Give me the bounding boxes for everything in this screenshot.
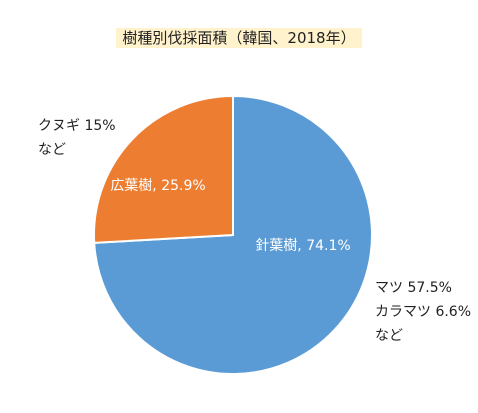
slice-data-label-1: 広葉樹, 25.9% bbox=[110, 178, 205, 194]
annotation-line: など bbox=[38, 142, 66, 158]
annotation-line: など bbox=[375, 328, 403, 344]
annotation-line: カラマツ 6.6% bbox=[375, 304, 472, 320]
slice-data-label-0: 針葉樹, 74.1% bbox=[255, 238, 350, 254]
conifer-annotation: マツ 57.5% カラマツ 6.6% など bbox=[375, 276, 471, 348]
annotation-line: マツ 57.5% bbox=[375, 280, 452, 296]
broadleaf-annotation: クヌギ 15% など bbox=[38, 114, 116, 162]
annotation-line: クヌギ 15% bbox=[38, 118, 116, 134]
pie-slice-1 bbox=[93, 94, 234, 244]
chart-title: 樹種別伐採面積（韓国、2018年） bbox=[0, 27, 478, 49]
